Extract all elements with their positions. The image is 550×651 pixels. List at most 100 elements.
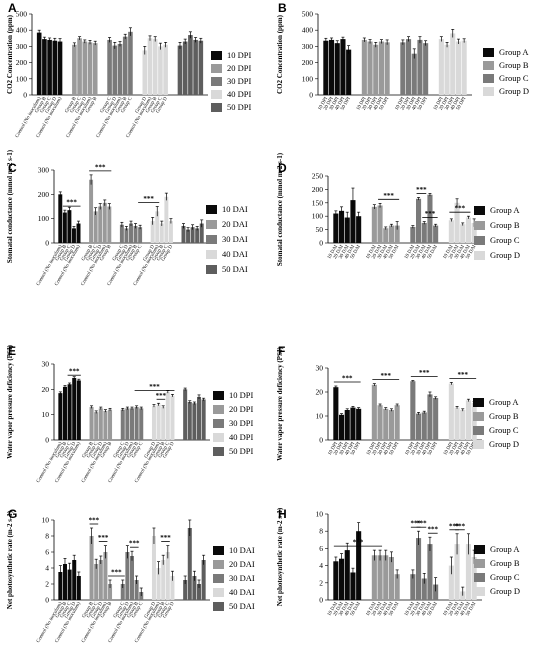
bar <box>371 555 377 600</box>
bar <box>361 39 367 95</box>
bar <box>181 225 186 243</box>
legend-label: 30 DAI <box>229 573 255 583</box>
y-tick-label: 0 <box>319 239 323 248</box>
bar <box>168 221 173 243</box>
bar <box>427 194 433 243</box>
y-tick-label: 10 <box>316 412 324 421</box>
legend-label: Group B <box>490 220 520 230</box>
x-tick-label: 20 DPI <box>410 441 422 456</box>
bar <box>388 410 394 440</box>
bar <box>71 228 76 243</box>
bar <box>182 41 188 95</box>
bar <box>197 396 202 440</box>
bar <box>186 229 191 243</box>
y-axis-label: Stomatal conductance (mmol m-2 s-1) <box>6 149 14 263</box>
y-tick-label: 50 <box>316 225 324 234</box>
bar <box>373 44 379 95</box>
bar <box>423 43 429 95</box>
significance-label: *** <box>69 368 80 376</box>
bar <box>367 41 373 95</box>
significance-label: *** <box>381 372 392 380</box>
y-tick-label: 8 <box>319 527 323 536</box>
y-tick-label: 30 <box>316 364 324 373</box>
panel-h: H 0 2 4 6 8 10 Net photosynthetic rate (m-2 s-1… <box>276 507 520 617</box>
bar <box>87 42 93 95</box>
panel-b: B 0 100 200 300 400 500 CO2 Concentration (ppm)… <box>276 1 529 111</box>
y-axis-label: Net photosynthetic rate (m-2 s-1) <box>6 510 14 609</box>
bar <box>323 40 329 95</box>
legend-label: Group C <box>489 425 519 435</box>
bar <box>350 572 356 600</box>
bar <box>62 386 67 440</box>
bar <box>76 576 81 600</box>
significance-label: *** <box>156 392 167 400</box>
bar <box>92 43 98 95</box>
bar <box>471 402 477 440</box>
legend-swatch <box>211 77 222 86</box>
significance-label: *** <box>416 186 427 194</box>
bar <box>183 580 188 600</box>
bar <box>152 39 158 95</box>
legend-swatch <box>474 236 485 245</box>
bar <box>58 194 63 243</box>
bar <box>108 409 113 440</box>
x-tick-label: 10 DPI <box>328 441 340 456</box>
legend-swatch <box>213 419 224 428</box>
bar <box>165 391 170 440</box>
bar <box>201 560 206 600</box>
bar <box>471 222 477 243</box>
legend-swatch <box>206 265 217 274</box>
y-axis-label: Net photosynthetic rate (m-2 s-1) <box>276 507 284 606</box>
legend-label: 20 DAI <box>222 219 248 229</box>
bar <box>147 38 153 95</box>
bar <box>333 213 339 243</box>
y-tick-label: 300 <box>38 166 50 175</box>
bar <box>388 557 394 600</box>
y-tick-label: 20 <box>316 388 324 397</box>
bar <box>339 414 345 440</box>
bar <box>197 584 202 600</box>
legend-label: Group A <box>499 47 529 57</box>
panel-c: C 0 100 200 300 Stomatal conductance (mmol m-… <box>6 149 248 287</box>
bar <box>340 39 346 95</box>
bar <box>103 552 108 600</box>
bar <box>201 399 206 440</box>
bar <box>67 384 72 440</box>
bar <box>461 40 467 95</box>
legend-swatch <box>213 546 224 555</box>
x-tick-label: 10 DPI <box>356 96 368 111</box>
legend-label: Group C <box>499 73 529 83</box>
y-tick-label: 10 <box>316 510 324 519</box>
bar <box>72 377 77 440</box>
x-tick-label: 50 DPI <box>456 96 468 111</box>
bar <box>333 561 339 600</box>
legend-label: 10 DAI <box>222 204 248 214</box>
bar <box>344 410 350 440</box>
bar <box>112 45 118 95</box>
y-tick-label: 200 <box>38 190 50 199</box>
bar <box>406 39 412 95</box>
legend-label: 10 DPI <box>229 390 253 400</box>
y-tick-label: 4 <box>45 564 49 573</box>
panel-d: D 0 50 100 150 200 250 Stomatal conductance (mm… <box>276 152 520 266</box>
bar <box>76 223 81 243</box>
legend-swatch <box>473 426 484 435</box>
legend-label: 50 DPI <box>229 446 253 456</box>
bar <box>139 408 144 440</box>
bar <box>377 555 383 600</box>
bar <box>448 565 454 600</box>
bar <box>199 223 204 243</box>
x-tick-label: 40 DPI <box>335 96 347 111</box>
bar <box>448 220 454 243</box>
x-tick-label: 40 DPI <box>422 441 434 456</box>
bar <box>170 576 175 600</box>
bar <box>58 572 63 600</box>
bar <box>427 544 433 600</box>
y-tick-label: 500 <box>16 10 28 19</box>
bar <box>356 531 362 600</box>
bar <box>120 584 125 600</box>
legend-label: Group A <box>489 397 519 407</box>
y-tick-label: 10 <box>42 516 50 525</box>
legend-swatch <box>483 74 494 83</box>
